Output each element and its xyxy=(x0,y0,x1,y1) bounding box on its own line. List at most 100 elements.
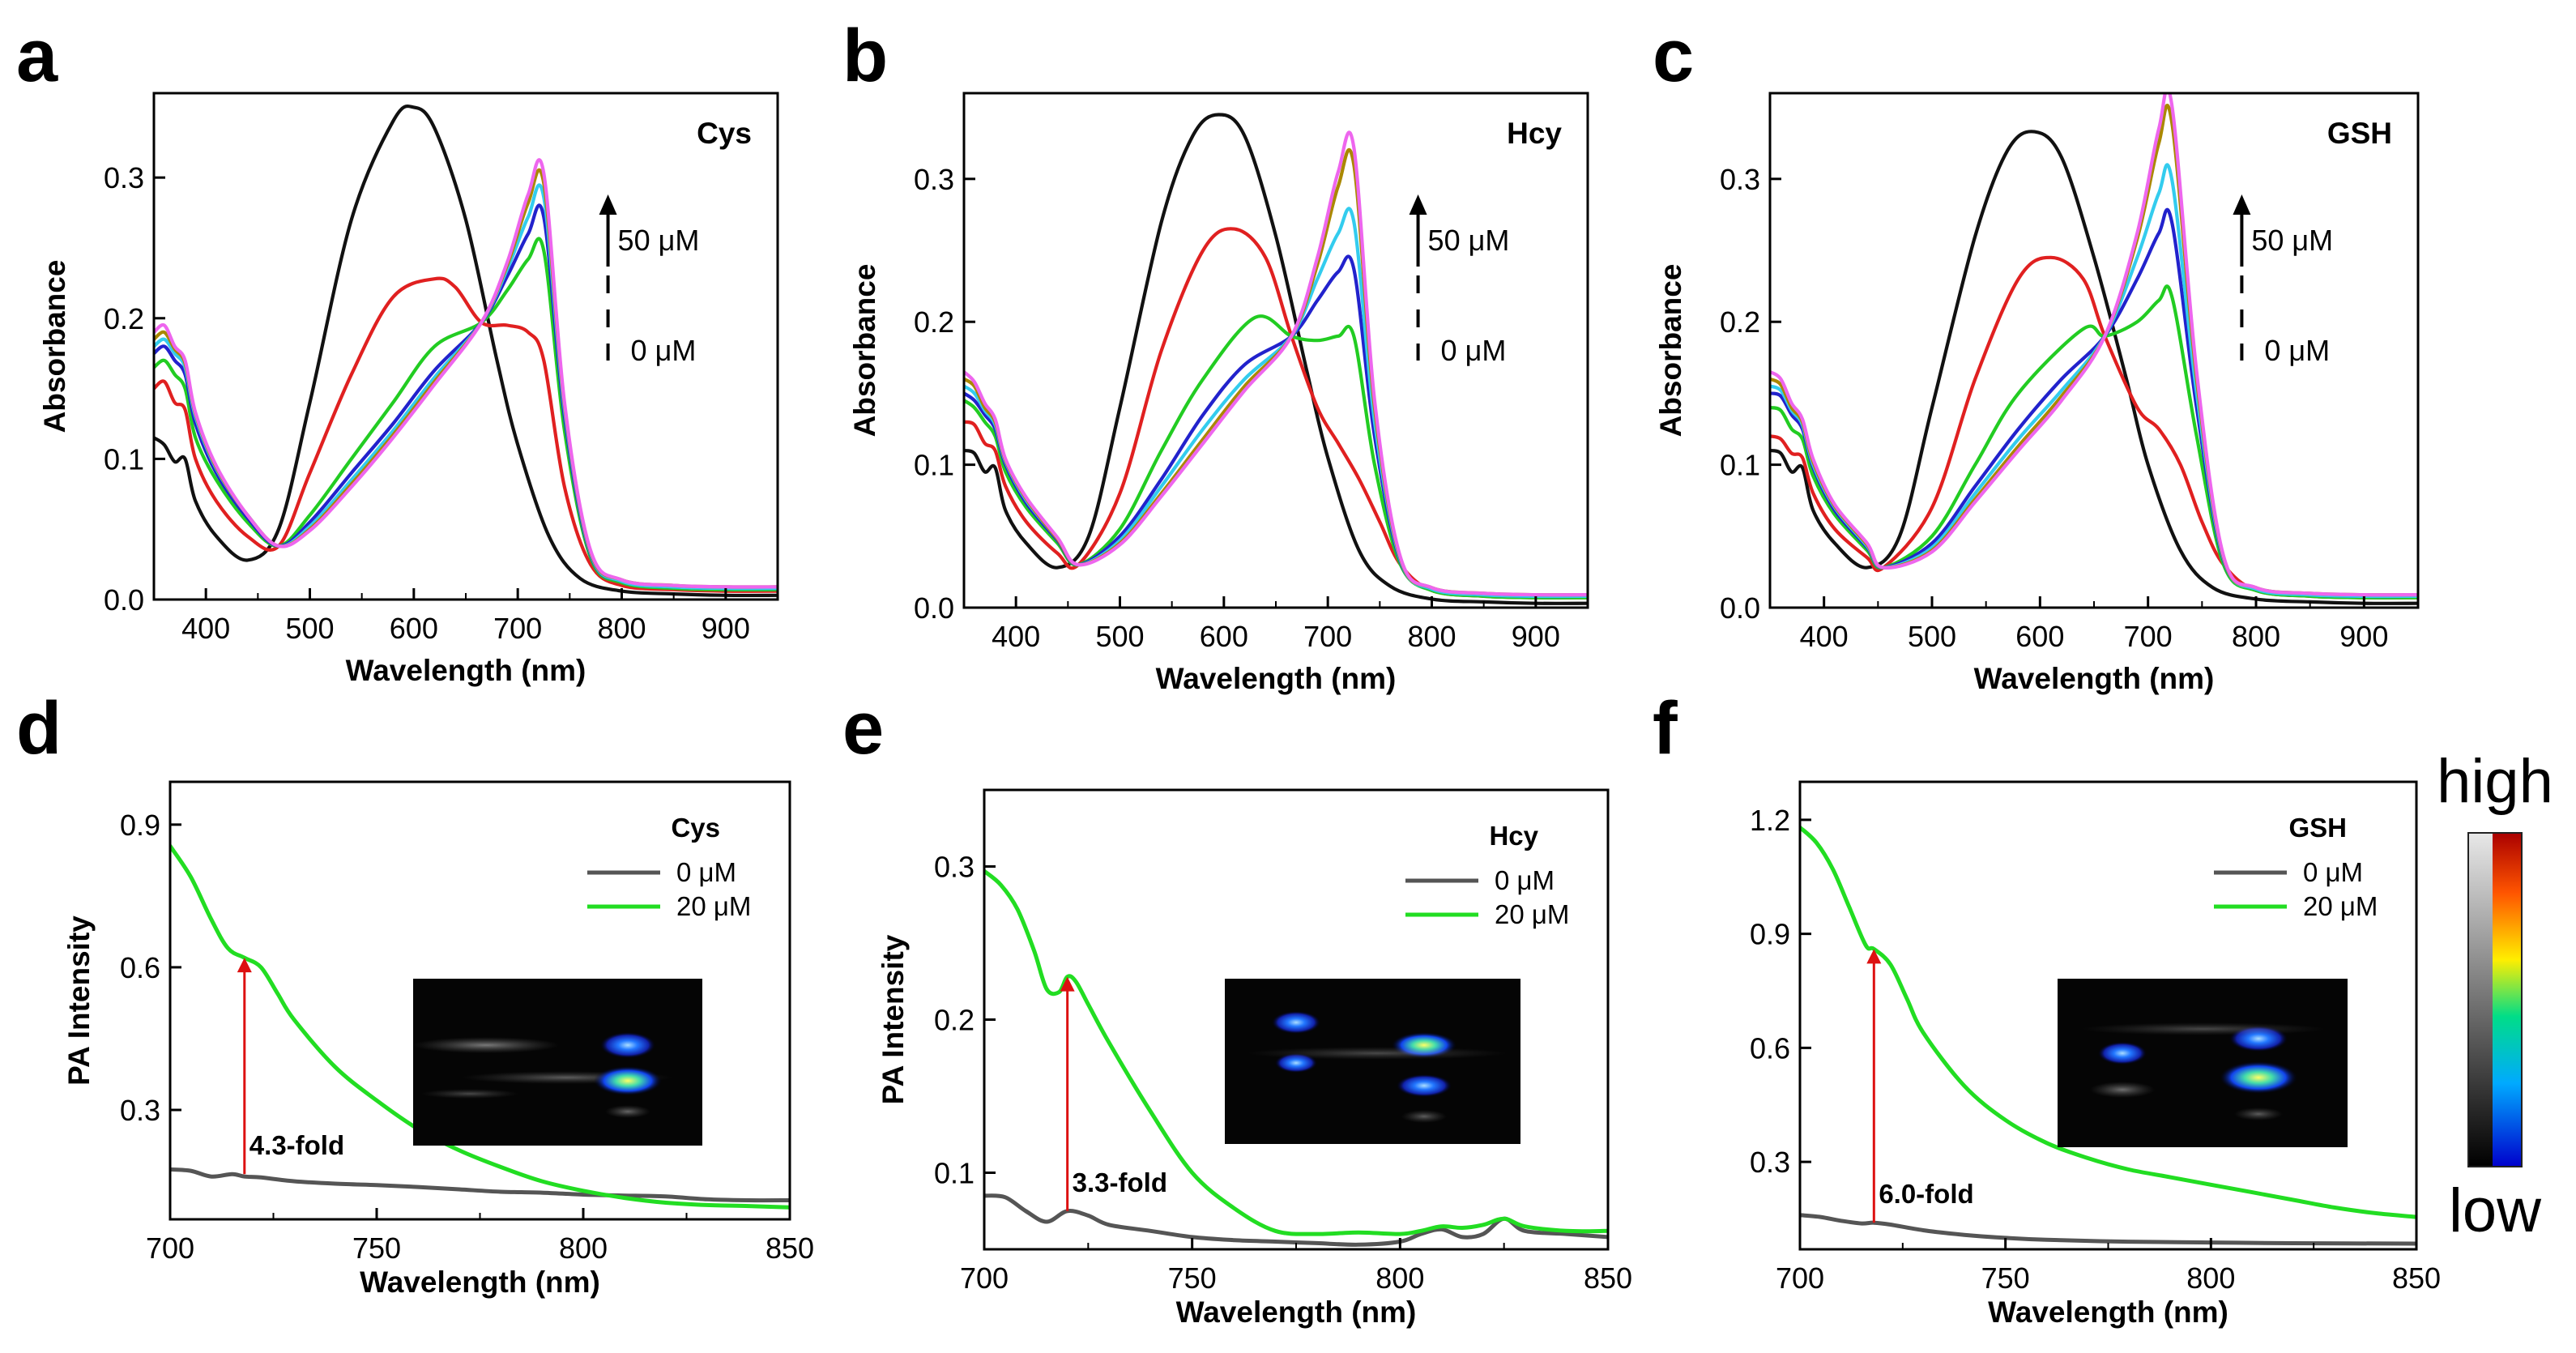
pa-image-inset-f xyxy=(2058,979,2348,1147)
y-axis-label: PA Intensity xyxy=(62,916,96,1086)
series-line-a-0 xyxy=(154,105,778,598)
series-line-c-6 xyxy=(1770,93,2418,597)
x-tick-label: 800 xyxy=(559,1231,608,1265)
x-axis-label: Wavelength (nm) xyxy=(360,1266,600,1299)
conc-arrow-head xyxy=(1409,194,1427,215)
y-tick-label: 0.1 xyxy=(104,442,144,476)
y-tick-label: 0.2 xyxy=(934,1004,975,1037)
fold-label: 3.3-fold xyxy=(1073,1167,1167,1197)
x-tick-label: 400 xyxy=(181,612,230,645)
series-line-c-2 xyxy=(1770,284,2418,600)
legend-label: 0 μM xyxy=(1495,865,1555,895)
analyte-label: Hcy xyxy=(1489,821,1538,851)
panel-b: b 400 500 600 700 800 900 0.0 0.1 0.2 0.3 Wavelengt… xyxy=(842,15,1589,695)
pa-image-inset-d xyxy=(413,979,702,1146)
series-line-a-6 xyxy=(154,158,778,589)
panel-letter-a: a xyxy=(16,15,58,97)
x-tick-label: 700 xyxy=(2124,620,2173,653)
x-tick-label: 750 xyxy=(1981,1261,2030,1295)
x-tick-label: 700 xyxy=(146,1231,194,1265)
pa-image-inset-e xyxy=(1225,979,1520,1144)
colorbar-low-label: low xyxy=(2449,1176,2542,1245)
x-tick-label: 800 xyxy=(1407,620,1456,653)
series-line-d-0 xyxy=(170,1167,790,1203)
x-tick-label: 700 xyxy=(960,1261,1009,1295)
panel-e: e 700 750 800 850 0.1 0.2 0.3 Wavelength (nm) PA … xyxy=(842,687,1632,1329)
colorbar-gray-scale xyxy=(2468,833,2493,1167)
series-line-b-6 xyxy=(964,130,1588,597)
x-tick-label: 750 xyxy=(352,1231,401,1265)
series-group xyxy=(1770,93,2418,605)
y-tick-label: 0.2 xyxy=(1720,305,1760,339)
y-tick-label: 0.9 xyxy=(120,809,160,842)
conc-arrow-head xyxy=(599,194,617,215)
series-group xyxy=(1800,825,2416,1246)
y-tick-label: 0.3 xyxy=(120,1094,160,1127)
conc-low-label: 0 μM xyxy=(2264,334,2330,367)
legend-label: 0 μM xyxy=(2303,857,2363,887)
fold-label: 6.0-fold xyxy=(1879,1179,1973,1209)
panel-d: d 700 750 800 850 0.3 0.6 0.9 Wavelength (nm) PA … xyxy=(16,687,814,1299)
conc-low-label: 0 μM xyxy=(1441,334,1507,367)
x-tick-label: 500 xyxy=(1908,620,1956,653)
legend-label: 20 μM xyxy=(1495,899,1569,929)
x-tick-label: 700 xyxy=(1303,620,1352,653)
series-group xyxy=(984,869,1608,1247)
series-line-f-0 xyxy=(1800,1213,2416,1246)
y-tick-label: 0.0 xyxy=(1720,591,1760,625)
series-group xyxy=(154,105,778,598)
y-tick-label: 0.3 xyxy=(914,163,954,196)
x-axis-label: Wavelength (nm) xyxy=(346,654,586,687)
y-tick-label: 0.6 xyxy=(120,951,160,984)
series-line-d-1 xyxy=(170,843,790,1210)
x-tick-label: 400 xyxy=(992,620,1040,653)
x-tick-label: 400 xyxy=(1800,620,1849,653)
y-axis-label: PA Intensity xyxy=(876,934,910,1104)
y-tick-label: 0.3 xyxy=(934,851,975,884)
x-axis-label: Wavelength (nm) xyxy=(1974,662,2215,695)
x-axis-label: Wavelength (nm) xyxy=(1988,1295,2228,1329)
legend-label: 0 μM xyxy=(676,857,736,887)
x-tick-label: 500 xyxy=(1095,620,1144,653)
series-group xyxy=(170,843,790,1210)
panel-a: a 400 500 600 700 800 900 0.0 0.1 0.2 0.3 Wavelengt… xyxy=(16,15,779,687)
y-tick-label: 0.0 xyxy=(104,583,144,617)
series-line-c-0 xyxy=(1770,130,2418,605)
y-tick-label: 0.3 xyxy=(104,161,144,194)
x-tick-label: 600 xyxy=(2015,620,2064,653)
legend-label: 20 μM xyxy=(2303,891,2378,921)
series-line-b-5 xyxy=(964,147,1588,597)
panel-letter-e: e xyxy=(842,687,884,770)
x-tick-label: 850 xyxy=(2392,1261,2441,1295)
x-tick-label: 800 xyxy=(597,612,646,645)
series-line-f-1 xyxy=(1800,825,2416,1219)
y-tick-label: 0.1 xyxy=(914,449,954,482)
panel-letter-f: f xyxy=(1653,687,1678,770)
fold-arrow-head xyxy=(1866,949,1882,964)
analyte-label: Hcy xyxy=(1507,117,1562,150)
legend-label: 20 μM xyxy=(676,891,751,921)
series-line-b-0 xyxy=(964,113,1588,605)
fold-label: 4.3-fold xyxy=(249,1130,344,1160)
panel-letter-b: b xyxy=(842,15,888,97)
y-axis-label: Absorbance xyxy=(38,260,71,433)
analyte-label: GSH xyxy=(2288,813,2347,843)
x-tick-label: 850 xyxy=(766,1231,814,1265)
colorbar-color-scale xyxy=(2493,833,2522,1167)
x-tick-label: 700 xyxy=(493,612,542,645)
y-tick-label: 0.6 xyxy=(1750,1031,1790,1065)
panel-f: f 700 750 800 850 0.3 0.6 0.9 1.2 Wavelength (nm)… xyxy=(1653,687,2441,1329)
conc-high-label: 50 μM xyxy=(618,224,700,257)
panel-letter-c: c xyxy=(1653,15,1694,97)
conc-arrow-head xyxy=(2233,194,2251,215)
x-axis-label: Wavelength (nm) xyxy=(1176,1295,1417,1329)
series-line-a-3 xyxy=(154,203,778,591)
y-axis-label: Absorbance xyxy=(848,264,881,437)
x-tick-label: 850 xyxy=(1584,1261,1632,1295)
conc-high-label: 50 μM xyxy=(1428,224,1510,257)
y-tick-label: 1.2 xyxy=(1750,804,1790,837)
x-tick-label: 750 xyxy=(1168,1261,1217,1295)
x-tick-label: 800 xyxy=(2186,1261,2235,1295)
x-tick-label: 600 xyxy=(1200,620,1248,653)
